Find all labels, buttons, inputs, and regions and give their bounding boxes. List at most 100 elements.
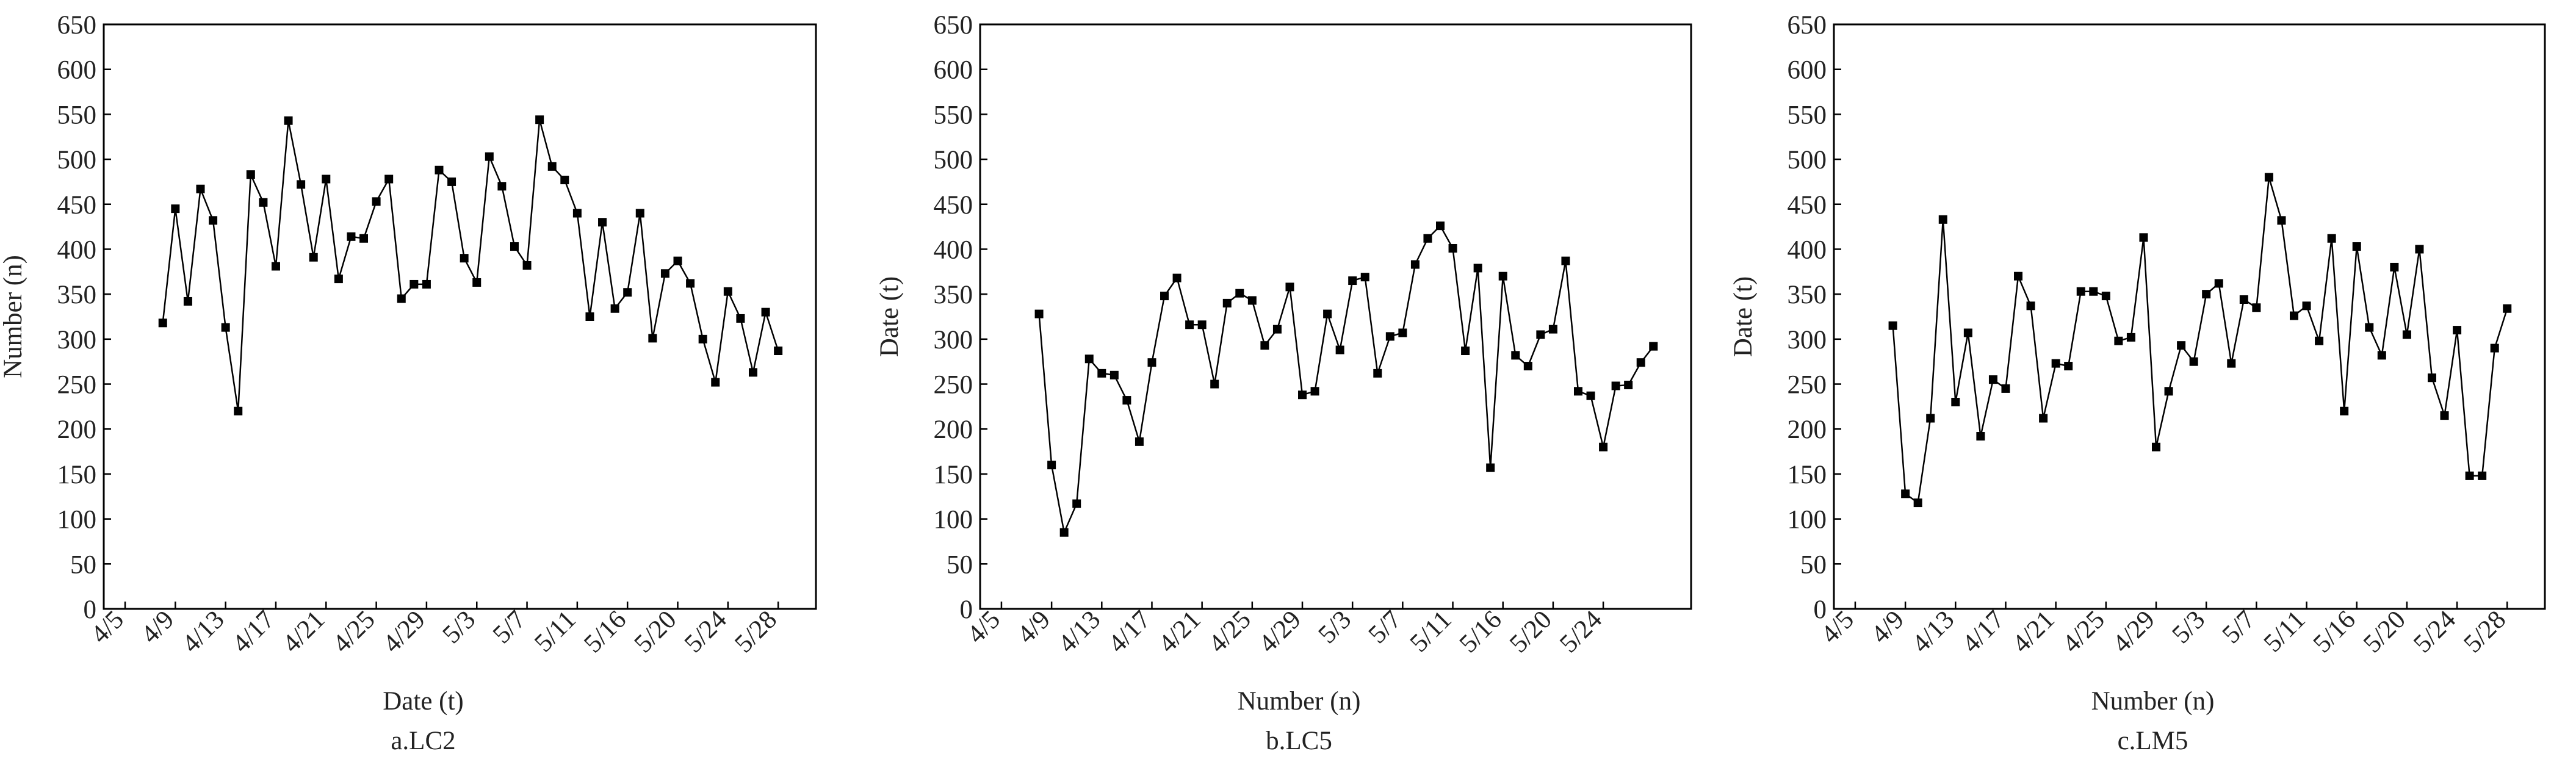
- point-marker: [1360, 273, 1369, 282]
- x-tick-label: 5/20: [1504, 605, 1557, 658]
- point-marker: [2327, 234, 2336, 243]
- point-marker: [2101, 292, 2110, 301]
- point-marker: [2453, 326, 2462, 335]
- plot-frame: [979, 23, 1692, 610]
- point-marker: [1423, 234, 1432, 243]
- point-marker: [1586, 391, 1595, 400]
- point-marker: [447, 177, 456, 186]
- x-tick-label: 5/7: [2217, 605, 2260, 649]
- point-marker: [209, 216, 218, 225]
- point-marker: [1059, 528, 1069, 537]
- point-marker: [1888, 321, 1897, 330]
- point-marker: [221, 323, 230, 332]
- point-marker: [1197, 320, 1207, 329]
- point-marker: [560, 175, 569, 184]
- point-marker: [409, 279, 419, 289]
- point-marker: [1109, 370, 1119, 379]
- point-marker: [2139, 233, 2148, 242]
- point-marker: [359, 234, 369, 243]
- x-tick-label: 4/9: [1866, 605, 1910, 649]
- point-marker: [422, 279, 431, 289]
- chart-caption: b.LC5: [1266, 727, 1332, 755]
- point-marker: [246, 170, 255, 179]
- point-marker: [1097, 369, 1106, 378]
- chart-caption: a.LC2: [391, 727, 455, 755]
- point-marker: [761, 307, 770, 317]
- point-marker: [1147, 358, 1156, 367]
- point-marker: [535, 115, 544, 124]
- point-marker: [372, 197, 381, 206]
- point-marker: [435, 165, 444, 174]
- x-tick-label: 4/9: [1012, 605, 1056, 649]
- x-tick-label: 5/7: [1363, 605, 1407, 649]
- point-marker: [2064, 362, 2073, 371]
- y-tick-label: 50: [947, 550, 973, 579]
- x-tick-label: 4/9: [135, 605, 179, 649]
- y-tick-label: 200: [1788, 415, 1827, 444]
- point-marker: [1913, 498, 1922, 508]
- x-tick-label: 4/29: [1254, 605, 1307, 658]
- y-tick-label: 500: [57, 146, 97, 174]
- point-marker: [158, 318, 167, 328]
- y-tick-label: 100: [57, 506, 97, 534]
- point-marker: [485, 152, 494, 161]
- series-line: [1892, 177, 2508, 505]
- y-tick-label: 400: [1788, 235, 1827, 264]
- point-marker: [1988, 375, 1997, 384]
- y-tick-label: 450: [57, 191, 97, 220]
- point-marker: [1398, 328, 1407, 337]
- point-marker: [284, 116, 293, 125]
- y-tick-label: 600: [934, 56, 973, 85]
- point-marker: [2076, 287, 2085, 296]
- x-tick-label: 5/16: [579, 605, 632, 658]
- y-tick-label: 650: [1788, 11, 1827, 40]
- y-tick-label: 450: [1788, 191, 1827, 220]
- point-marker: [309, 253, 318, 262]
- point-marker: [497, 182, 507, 191]
- x-tick-label: 5/11: [1404, 605, 1457, 658]
- y-tick-label: 100: [934, 506, 973, 534]
- point-marker: [2202, 290, 2211, 299]
- point-marker: [384, 174, 394, 184]
- point-marker: [2164, 387, 2173, 396]
- series-line: [162, 119, 779, 411]
- y-tick-label: 0: [1814, 595, 1827, 624]
- point-marker: [472, 278, 482, 287]
- point-marker: [1335, 345, 1344, 354]
- point-marker: [1160, 292, 1169, 301]
- x-tick-label: 4/17: [1103, 605, 1156, 658]
- chart-caption: c.LM5: [2118, 727, 2188, 755]
- y-tick-label: 300: [1788, 326, 1827, 354]
- point-marker: [1247, 296, 1257, 305]
- point-marker: [686, 279, 695, 288]
- point-marker: [1938, 215, 1947, 224]
- point-marker: [2239, 295, 2248, 304]
- x-tick-label: 4/17: [1957, 605, 2010, 658]
- point-marker: [2264, 173, 2273, 182]
- y-tick-label: 350: [934, 281, 973, 309]
- x-tick-label: 4/29: [378, 605, 431, 658]
- y-tick-label: 350: [57, 281, 97, 309]
- point-marker: [2402, 330, 2411, 339]
- point-marker: [1498, 271, 1507, 281]
- point-marker: [322, 174, 331, 184]
- point-marker: [1385, 332, 1394, 341]
- point-marker: [2465, 471, 2474, 480]
- point-marker: [1122, 396, 1131, 405]
- y-tick-label: 300: [934, 326, 973, 354]
- x-tick-label: 5/7: [488, 605, 532, 649]
- chart: 0 50 100 150 200 250 300 350 400 450 500 550 600 650 4…: [1729, 11, 2546, 755]
- point-marker: [2302, 301, 2311, 311]
- point-marker: [2440, 411, 2449, 420]
- chart: 0 50 100 150 200 250 300 350 400 450 500 550 600 650 4…: [875, 11, 1692, 755]
- chart: 0 50 100 150 200 250 300 350 400 450 500 550 600 650 4…: [0, 11, 817, 755]
- x-tick-label: 4/13: [1907, 605, 1960, 658]
- y-tick-label: 200: [934, 415, 973, 444]
- point-marker: [1272, 325, 1282, 334]
- plot-frame: [1833, 23, 2546, 610]
- y-tick-label: 100: [1788, 506, 1827, 534]
- y-tick-label: 650: [57, 11, 97, 40]
- point-marker: [673, 256, 682, 265]
- point-marker: [1298, 390, 1307, 400]
